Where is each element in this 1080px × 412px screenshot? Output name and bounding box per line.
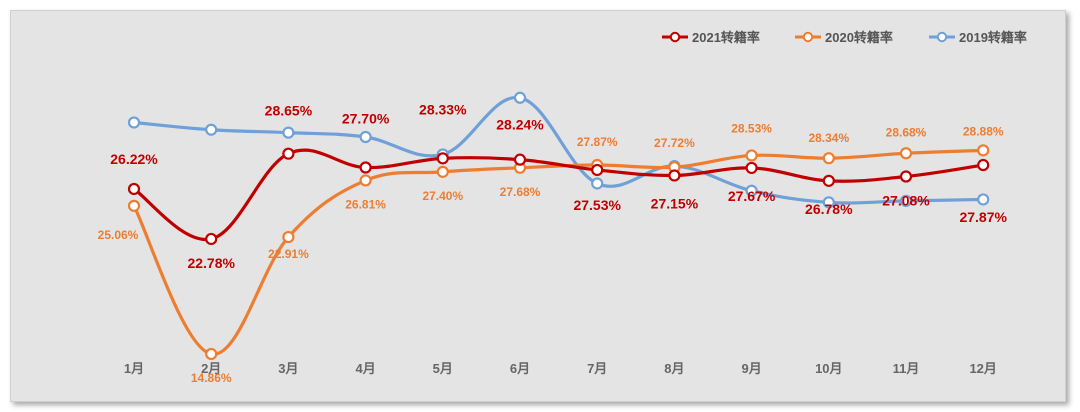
- data-point: [282, 126, 295, 139]
- data-label-2020: 28.34%: [808, 131, 849, 145]
- x-tick-label: 7月: [587, 361, 607, 376]
- data-point: [282, 230, 295, 244]
- data-label-2020: 28.68%: [886, 125, 927, 139]
- data-point: [205, 123, 218, 136]
- data-label-2021: 28.33%: [419, 101, 467, 117]
- data-label-2020: 25.06%: [98, 228, 139, 242]
- data-label-2021: 27.70%: [342, 111, 390, 127]
- data-point: [899, 170, 913, 183]
- legend-label: 2021转籍率: [692, 30, 760, 45]
- data-point: [359, 130, 372, 144]
- data-point: [668, 169, 681, 182]
- data-label-2020: 26.81%: [345, 197, 386, 211]
- data-point: [436, 165, 449, 178]
- series-line-2019: [132, 96, 985, 205]
- data-point: [205, 232, 218, 246]
- data-label-2020: 28.88%: [963, 124, 1004, 138]
- legend-swatch-marker: [669, 31, 681, 43]
- data-label-2020: 14.86%: [191, 371, 232, 385]
- data-point: [822, 152, 835, 165]
- data-label-2020: 27.87%: [577, 135, 618, 149]
- data-label-2021: 27.08%: [882, 193, 930, 209]
- data-label-2021: 28.65%: [265, 103, 313, 119]
- data-label-2021: 27.53%: [573, 197, 621, 213]
- data-label-2021: 26.78%: [805, 201, 853, 217]
- data-label-2021: 26.22%: [110, 151, 158, 167]
- data-label-2020: 28.53%: [731, 121, 772, 135]
- data-point: [127, 199, 141, 212]
- data-label-2021: 22.78%: [187, 255, 235, 271]
- data-point: [591, 177, 604, 190]
- data-point: [977, 158, 990, 172]
- data-label-2020: 27.68%: [500, 185, 541, 199]
- data-point: [745, 161, 758, 175]
- data-label-2021: 28.24%: [496, 117, 544, 133]
- data-point: [436, 152, 449, 165]
- data-label-2021: 27.87%: [959, 209, 1007, 225]
- data-point: [513, 91, 527, 104]
- x-tick-label: 8月: [664, 361, 684, 376]
- data-label-2020: 22.91%: [268, 247, 309, 261]
- data-label-2021: 27.15%: [651, 195, 699, 211]
- x-tick-label: 6月: [510, 361, 530, 376]
- x-tick-label: 12月: [969, 361, 996, 376]
- legend-label: 2020转籍率: [825, 30, 893, 45]
- data-label-2020: 27.72%: [654, 136, 695, 150]
- legend-label: 2019转籍率: [959, 30, 1027, 45]
- data-point: [899, 147, 913, 160]
- data-point: [822, 196, 835, 209]
- x-tick-label: 10月: [815, 361, 842, 376]
- data-point: [977, 193, 990, 206]
- data-point: [127, 182, 141, 196]
- x-tick-label: 11月: [893, 361, 920, 376]
- x-tick-label: 1月: [124, 361, 144, 376]
- data-point: [282, 147, 295, 160]
- data-point: [359, 174, 372, 187]
- data-point: [822, 174, 835, 187]
- series-line-2021: [132, 148, 985, 242]
- data-label-2021: 27.67%: [728, 188, 776, 204]
- data-point: [745, 184, 758, 197]
- data-point: [745, 149, 758, 162]
- x-tick-label: 5月: [433, 361, 453, 376]
- data-point: [359, 161, 372, 174]
- legend-swatch-marker: [936, 31, 948, 43]
- data-point: [205, 347, 218, 361]
- data-label-2020: 27.40%: [422, 189, 463, 203]
- data-point: [127, 116, 141, 129]
- data-point: [899, 194, 913, 208]
- x-tick-label: 3月: [278, 361, 298, 376]
- data-point: [591, 163, 604, 177]
- x-tick-label: 9月: [741, 361, 761, 376]
- x-tick-label: 4月: [355, 361, 375, 376]
- data-point: [977, 144, 990, 157]
- legend-swatch-marker: [802, 31, 814, 43]
- line-chart: 1月 2月 3月 4月 5月 6月 7月 8月 9月 10月 11月 12月 26.22% 22.78% 2…: [98, 30, 1027, 385]
- data-point: [513, 153, 527, 166]
- x-tick-label: 2月: [201, 361, 221, 376]
- chart-panel: 1月 2月 3月 4月 5月 6月 7月 8月 9月 10月 11月 12月 26.22% 22.78% 2…: [10, 10, 1066, 402]
